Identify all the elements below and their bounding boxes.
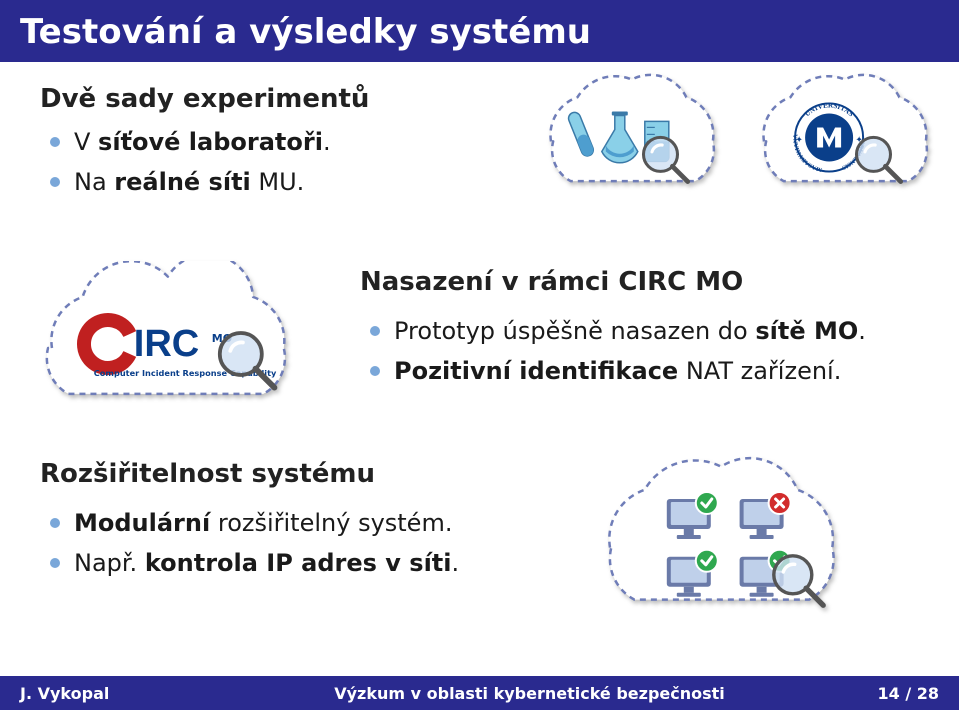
list-item-text: V síťové laboratoři. <box>74 126 331 158</box>
footer-title: Výzkum v oblasti kybernetické bezpečnost… <box>260 684 799 703</box>
footer-page: 14 / 28 <box>799 684 959 703</box>
list-item-text: Na reálné síti MU. <box>74 166 304 198</box>
list-item-text: Pozitivní identifikace NAT zařízení. <box>394 355 841 387</box>
bullet-icon <box>50 518 60 528</box>
list-item: V síťové laboratoři. <box>50 126 521 158</box>
slide-root: Testování a výsledky systému Dvě sady ex… <box>0 0 959 710</box>
footer-author: J. Vykopal <box>0 684 260 703</box>
bullet-icon <box>50 137 60 147</box>
cloud-mu: UNIVERSITASMASARYKIANABRUNENSIS✦✦ <box>744 66 929 196</box>
cloud-monitors <box>590 449 929 619</box>
bullet-icon <box>370 366 380 376</box>
section3-heading: Rozšiřitelnost systému <box>40 459 580 489</box>
list-item: Pozitivní identifikace NAT zařízení. <box>370 355 929 387</box>
section2-list: Prototyp úspěšně nasazen do sítě MO. Pozi… <box>370 315 929 396</box>
bullet-icon <box>370 326 380 336</box>
svg-text:✦: ✦ <box>795 136 803 146</box>
page-total: 28 <box>917 684 939 703</box>
list-item-text: Modulární rozšiřitelný systém. <box>74 507 452 539</box>
list-item-text: Prototyp úspěšně nasazen do sítě MO. <box>394 315 866 347</box>
section3-list: Modulární rozšiřitelný systém. Např. kont… <box>50 507 580 588</box>
slide-title: Testování a výsledky systému <box>20 12 939 52</box>
list-item-text: Např. kontrola IP adres v síti. <box>74 547 459 579</box>
list-item: Např. kontrola IP adres v síti. <box>50 547 580 579</box>
list-item: Modulární rozšiřitelný systém. <box>50 507 580 539</box>
section1-heading: Dvě sady experimentů <box>40 84 521 114</box>
section2-heading: Nasazení v rámci CIRC MO <box>360 267 929 297</box>
section1-list: V síťové laboratoři. Na reálné síti MU. <box>50 126 521 207</box>
list-item: Na reálné síti MU. <box>50 166 521 198</box>
page-current: 14 <box>877 684 899 703</box>
footer-bar: J. Vykopal Výzkum v oblasti kybernetické… <box>0 676 959 710</box>
svg-text:IRC: IRC <box>134 323 199 365</box>
list-item: Prototyp úspěšně nasazen do sítě MO. <box>370 315 929 347</box>
bullet-icon <box>50 558 60 568</box>
cloud-circ: IRCMOComputer Incident Response Capabili… <box>32 261 322 411</box>
bullet-icon <box>50 177 60 187</box>
slide-content: Dvě sady experimentů V síťové laboratoři… <box>0 62 959 676</box>
title-bar: Testování a výsledky systému <box>0 0 959 62</box>
page-sep: / <box>900 684 917 703</box>
cloud-lab <box>531 66 716 196</box>
